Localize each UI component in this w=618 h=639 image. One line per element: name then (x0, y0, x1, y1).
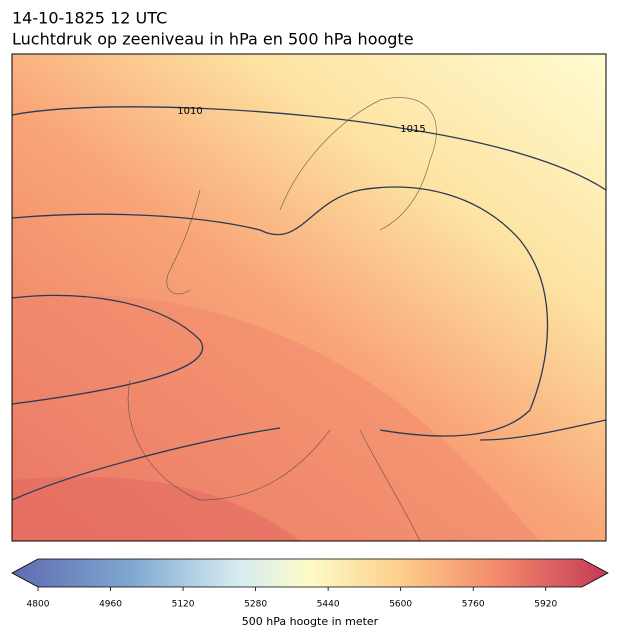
colorbar-label: 500 hPa hoogte in meter (242, 615, 379, 628)
colorbar-tick-label: 5760 (462, 600, 485, 610)
subtitle: Luchtdruk op zeeniveau in hPa en 500 hPa… (12, 30, 414, 49)
isobar-label: 1010 (177, 106, 202, 117)
colorbar-tick-label: 5120 (172, 600, 195, 610)
isobars (12, 106, 606, 501)
height-band (12, 295, 540, 541)
colorbar-tick-label: 5440 (317, 600, 340, 610)
colorbar-tick-label: 5600 (389, 600, 412, 610)
colorbar-body (11, 558, 609, 588)
coastlines (127, 97, 437, 541)
colorbar: 500 hPa hoogte in meter (11, 558, 609, 628)
title: 14-10-1825 12 UTC (12, 9, 167, 28)
colorbar-tick-label: 4800 (27, 600, 50, 610)
colorbar-tick-label: 5920 (534, 600, 557, 610)
colorbar-tick-label: 4960 (99, 600, 122, 610)
height-band (12, 476, 300, 541)
map: 1010 1015 (12, 54, 606, 541)
colorbar-tick-label: 5280 (244, 600, 267, 610)
map-frame (11, 53, 607, 542)
isobar-label: 1015 (400, 124, 425, 135)
